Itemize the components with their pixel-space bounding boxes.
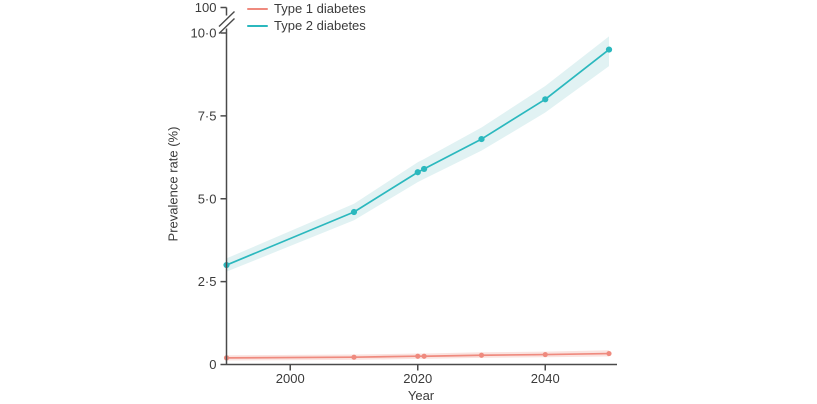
y-tick-label: 7·5 (198, 108, 217, 123)
type-2-diabetes-data-point (478, 135, 485, 143)
x-tick-label: 2040 (531, 371, 560, 386)
legend-label-type1: Type 1 diabetes (274, 1, 366, 16)
legend-item-type1: Type 1 diabetes (247, 0, 366, 17)
type-2-diabetes-data-point (350, 208, 358, 216)
axes (225, 7, 617, 366)
type-2-diabetes-data-point (542, 96, 549, 103)
type-1-diabetes-data-point (478, 352, 485, 358)
y-tick-label: 10·0 (190, 26, 216, 41)
y-tick-label: 0 (209, 357, 216, 372)
y-tick-label: 2·5 (198, 274, 217, 289)
x-tick-label: 2020 (403, 371, 432, 386)
type-2-diabetes-data-point (414, 169, 421, 176)
legend-label-type2: Type 2 diabetes (274, 18, 366, 33)
type-2-diabetes-data-point (421, 165, 428, 173)
type-1-diabetes-data-point (606, 350, 612, 357)
y-tick-label: 5·0 (198, 191, 217, 206)
type-2-diabetes-confidence-band (226, 36, 609, 272)
legend: Type 1 diabetes Type 2 diabetes (247, 0, 366, 34)
x-tick-label: 2000 (276, 371, 305, 386)
type2-line-swatch (247, 24, 268, 27)
type-1-diabetes-data-point (542, 351, 548, 358)
type-1-diabetes-data-point (415, 353, 421, 359)
type-1-diabetes-data-point (351, 354, 357, 360)
y-axis-break-icon (218, 10, 235, 35)
type1-line-swatch (247, 7, 268, 10)
type-1-diabetes-data-point (421, 353, 427, 359)
x-axis-title: Year (407, 388, 435, 403)
type-2-diabetes-data-point (605, 46, 613, 53)
y-axis-title: Prevalence rate (%) (165, 126, 181, 242)
y-tick-label: 100 (195, 0, 217, 15)
legend-item-type2: Type 2 diabetes (247, 17, 366, 34)
